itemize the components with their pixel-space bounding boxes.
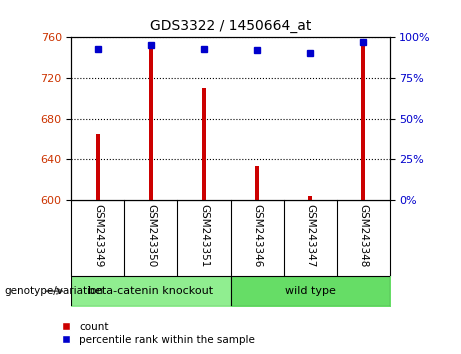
Bar: [308, 196, 312, 200]
Text: GSM243351: GSM243351: [199, 204, 209, 267]
Text: genotype/variation: genotype/variation: [5, 286, 104, 296]
Text: GSM243346: GSM243346: [252, 204, 262, 267]
Legend: count, percentile rank within the sample: count, percentile rank within the sample: [51, 317, 260, 349]
Text: GSM243349: GSM243349: [93, 204, 103, 267]
Bar: [149, 42, 153, 200]
Text: wild type: wild type: [284, 286, 336, 296]
Bar: [96, 134, 100, 200]
Bar: [202, 88, 206, 200]
Text: GSM243350: GSM243350: [146, 204, 156, 267]
Text: GSM243347: GSM243347: [305, 204, 315, 267]
Text: GSM243348: GSM243348: [358, 204, 368, 267]
Text: beta-catenin knockout: beta-catenin knockout: [89, 286, 213, 296]
Bar: [255, 166, 259, 200]
Title: GDS3322 / 1450664_at: GDS3322 / 1450664_at: [150, 19, 311, 33]
Bar: [361, 40, 365, 200]
